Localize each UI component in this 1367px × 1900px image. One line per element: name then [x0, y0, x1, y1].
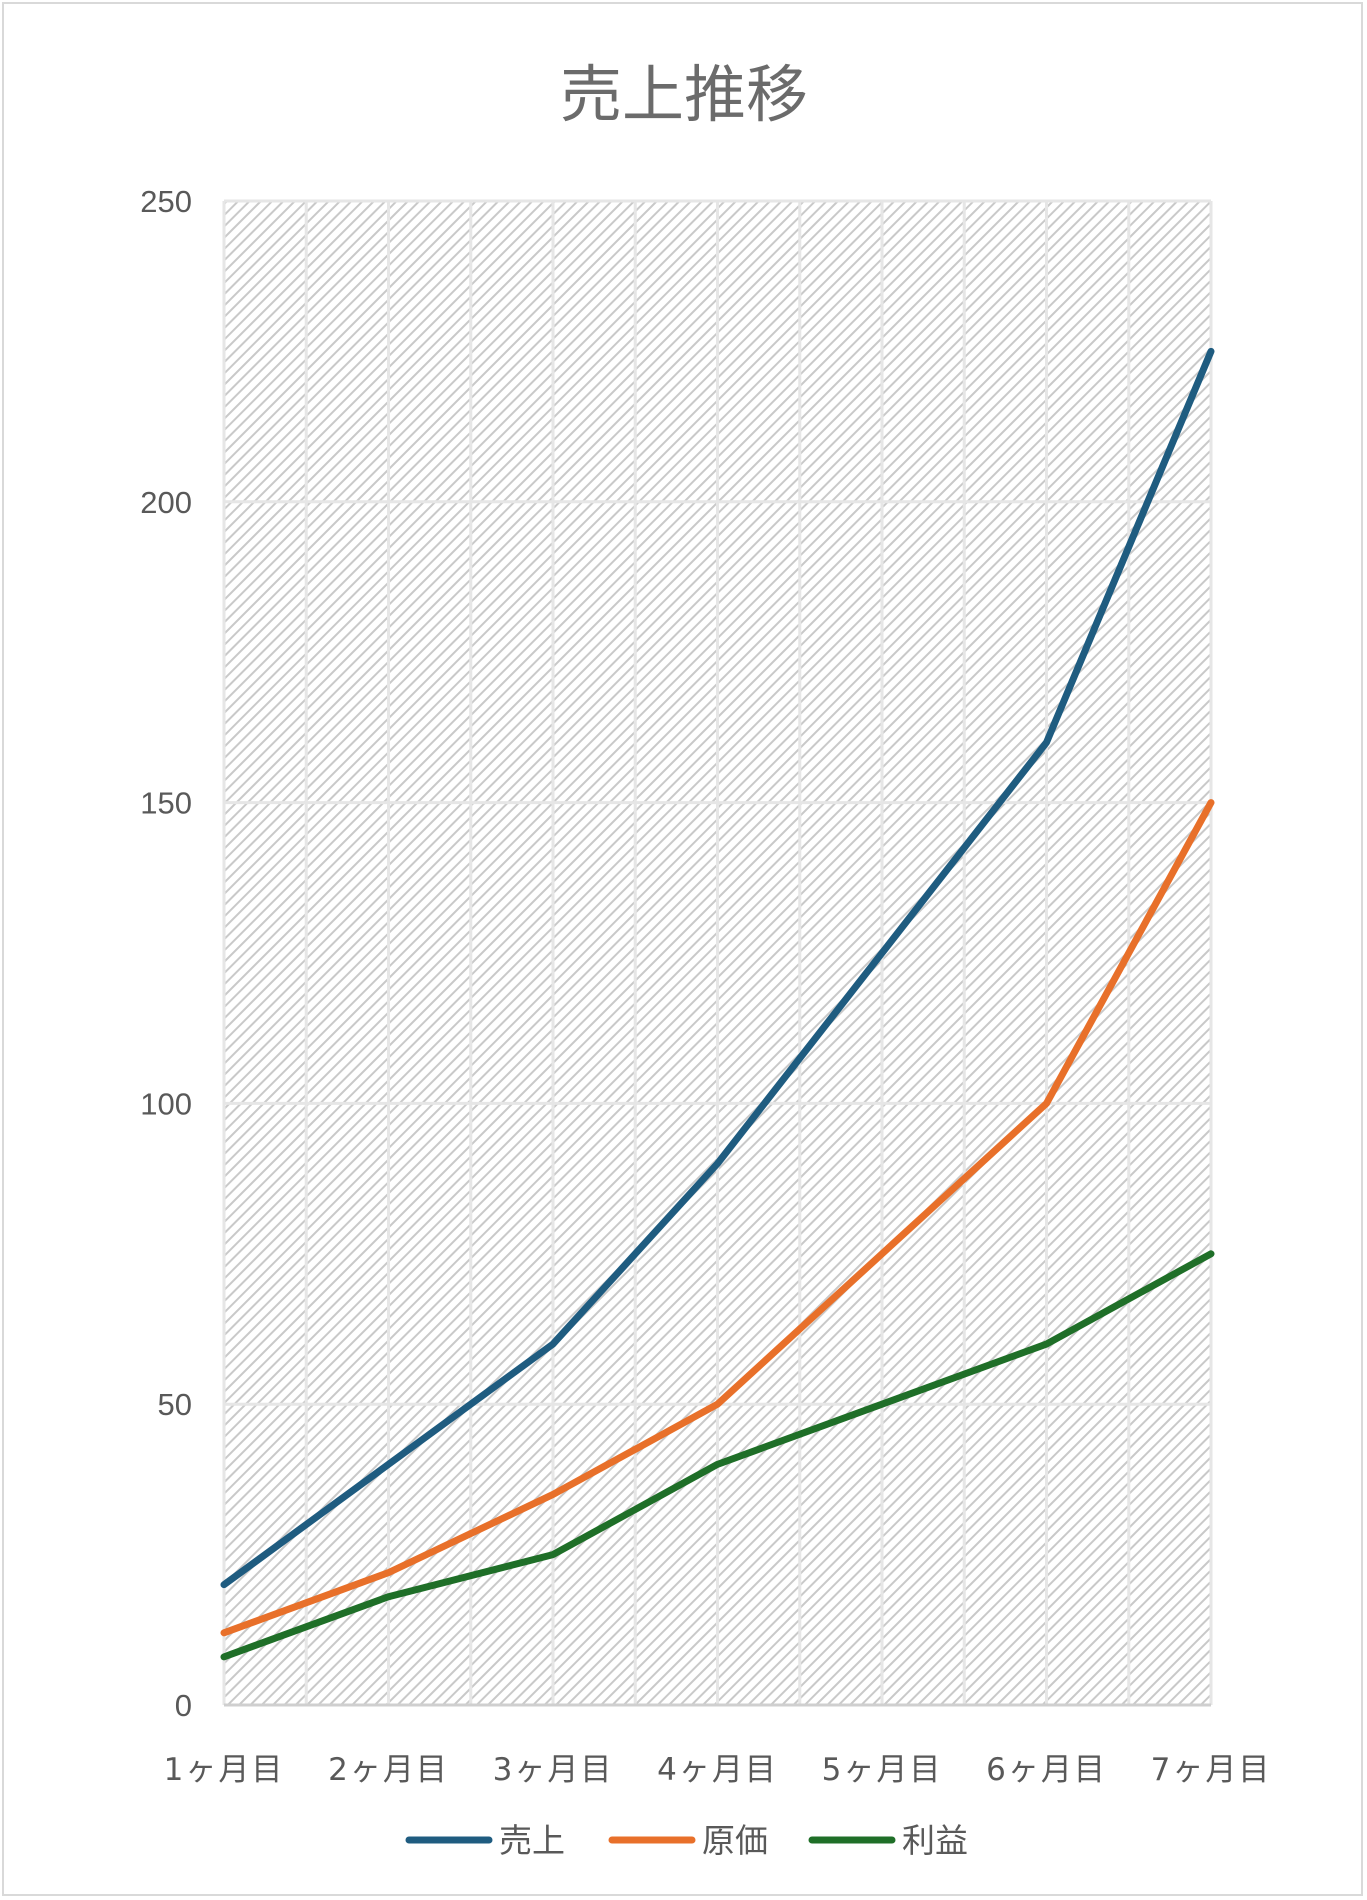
legend-label: 利益 — [902, 1821, 968, 1860]
line-chart: 売上推移 0 50 100 150 200 250 1ヶ月目 2ヶ月目 3ヶ月目 4ヶ月目 5ヶ月… — [140, 58, 1272, 1860]
y-axis-ticks: 0 50 100 150 200 250 — [140, 184, 192, 1723]
y-tick-label: 100 — [140, 1086, 192, 1121]
x-tick-label: 4ヶ月目 — [657, 1752, 778, 1788]
x-tick-label: 7ヶ月目 — [1151, 1752, 1272, 1788]
x-tick-label: 1ヶ月目 — [164, 1752, 285, 1788]
legend-label: 原価 — [702, 1821, 768, 1860]
x-tick-label: 2ヶ月目 — [328, 1752, 449, 1788]
series-lines — [220, 347, 1215, 1661]
y-tick-label: 200 — [140, 485, 192, 520]
legend-label: 売上 — [499, 1821, 565, 1860]
chart-title: 売上推移 — [560, 58, 808, 131]
y-tick-label: 250 — [140, 184, 192, 219]
y-tick-label: 0 — [175, 1688, 192, 1723]
plot-area — [222, 199, 1213, 1707]
y-tick-label: 50 — [158, 1387, 192, 1422]
x-axis-ticks: 1ヶ月目 2ヶ月目 3ヶ月目 4ヶ月目 5ヶ月目 6ヶ月目 7ヶ月目 — [164, 1752, 1272, 1788]
x-tick-label: 6ヶ月目 — [986, 1752, 1107, 1788]
y-tick-label: 150 — [140, 786, 192, 821]
legend: 売上 原価 利益 — [405, 1821, 968, 1860]
x-tick-label: 3ヶ月目 — [493, 1752, 614, 1788]
x-tick-label: 5ヶ月目 — [822, 1752, 943, 1788]
